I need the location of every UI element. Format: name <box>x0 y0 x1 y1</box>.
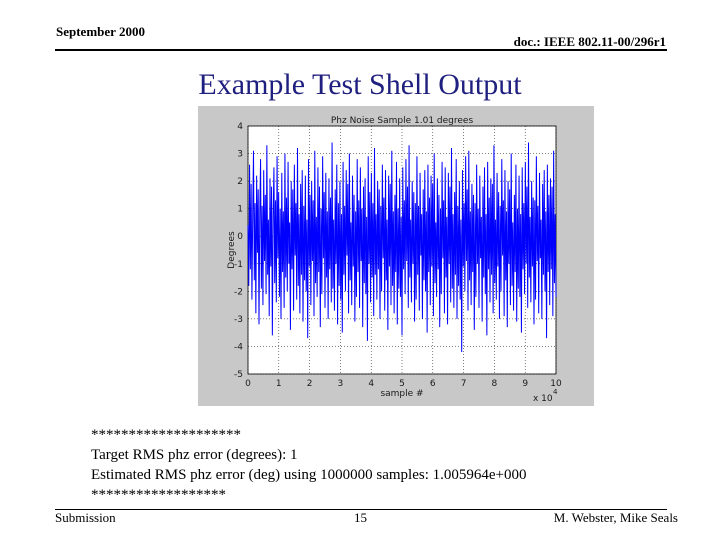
x-axis-label: sample # <box>380 389 423 399</box>
x-multiplier: x 10 <box>533 394 553 404</box>
x-tick-label: 10 <box>550 379 562 389</box>
y-tick-label: -1 <box>234 260 243 270</box>
chart-title: Phz Noise Sample 1.01 degrees <box>331 116 474 126</box>
x-tick-label: 9 <box>522 379 528 389</box>
footer-authors: M. Webster, Mike Seals <box>553 510 678 525</box>
output-line: Estimated RMS phz error (deg) using 1000… <box>91 467 527 483</box>
x-axis-ticks: 0 1 2 3 4 5 6 7 8 9 10 <box>245 379 562 389</box>
x-tick-label: 3 <box>338 379 344 389</box>
x-tick-label: 0 <box>245 379 251 389</box>
x-tick-label: 2 <box>307 379 313 389</box>
y-axis-ticks: 4 3 2 1 0 -1 -2 -3 -4 -5 <box>234 122 243 380</box>
x-tick-label: 6 <box>430 379 436 389</box>
y-tick-label: 0 <box>237 232 243 242</box>
y-tick-label: -5 <box>234 370 243 380</box>
y-tick-label: -4 <box>234 342 243 352</box>
header-doc-id: doc.: IEEE 802.11-00/296r1 <box>513 34 666 49</box>
x-tick-label: 7 <box>461 379 467 389</box>
x-tick-label: 5 <box>399 379 405 389</box>
console-output: ******************** Target RMS phz erro… <box>91 425 526 505</box>
y-tick-label: 2 <box>237 177 243 187</box>
y-tick-label: 1 <box>237 205 243 215</box>
y-tick-label: -2 <box>234 287 243 297</box>
plot-figure: 4 3 2 1 0 -1 -2 -3 -4 -5 0 1 2 3 4 5 6 7 8 9 10 Phz Noise S… <box>198 106 594 406</box>
y-tick-label: -3 <box>234 315 243 325</box>
x-tick-label: 1 <box>276 379 282 389</box>
header-date: September 2000 <box>56 24 145 39</box>
output-line: Target RMS phz error (degrees): 1 <box>91 447 298 463</box>
x-tick-label: 4 <box>368 379 374 389</box>
output-line: ****************** <box>91 487 226 503</box>
y-axis-label: Degrees <box>227 231 237 269</box>
series-line <box>247 142 557 352</box>
slide-title: Example Test Shell Output <box>198 68 522 101</box>
x-tick-label: 8 <box>492 379 498 389</box>
footer-rule <box>55 509 667 510</box>
plot-series <box>247 142 557 352</box>
y-tick-label: 4 <box>237 122 243 132</box>
footer-page-number: 15 <box>354 510 367 525</box>
y-tick-label: 3 <box>237 150 243 160</box>
x-multiplier-exponent: 4 <box>553 388 558 396</box>
footer-submission: Submission <box>55 510 116 525</box>
header-rule <box>55 49 667 51</box>
output-line: ******************** <box>91 427 241 443</box>
